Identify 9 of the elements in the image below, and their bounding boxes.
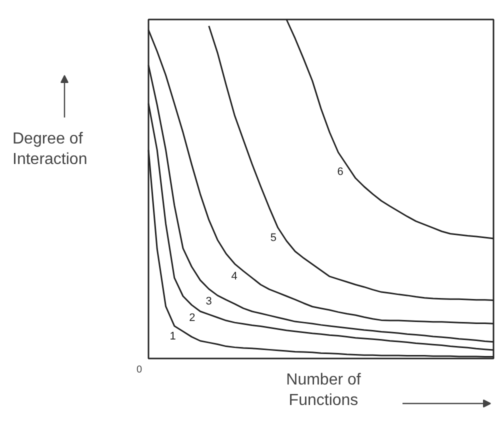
series-label: 2 [189,312,196,324]
text: 0 [136,364,142,376]
series-label: 4 [231,270,238,282]
series-label: 5 [270,232,276,244]
series-label: 1 [170,330,176,343]
x-axis-title: Number of Functions [286,372,362,409]
series-label: 6 [337,166,344,178]
y-axis-title: Degree of Interaction [12,130,88,168]
series-label: 3 [206,295,212,308]
